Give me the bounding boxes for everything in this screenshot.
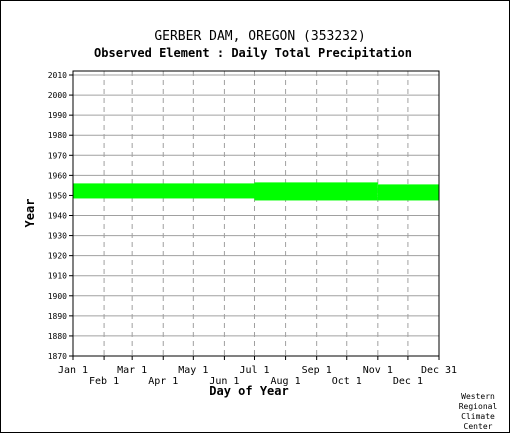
y-tick-label: 1960 <box>48 171 67 180</box>
credit-line: Center <box>464 422 493 431</box>
y-tick-label: 2000 <box>48 91 67 100</box>
y-tick-label: 1980 <box>48 131 67 140</box>
y-tick-label: 1920 <box>48 252 67 261</box>
plot-border <box>72 70 440 357</box>
y-tick-label: 1940 <box>48 212 67 221</box>
y-tick-label: 1910 <box>48 272 67 281</box>
chart-title: GERBER DAM, OREGON (353232) <box>154 29 365 44</box>
grid-lines <box>73 71 439 356</box>
coverage-bar <box>73 183 255 199</box>
credit-line: Climate <box>461 412 495 421</box>
x-tick-label: Jun 1 <box>209 376 239 387</box>
y-tick-label: 2010 <box>48 71 67 80</box>
y-tick-label: 1900 <box>48 292 67 301</box>
x-tick-label: Aug 1 <box>271 376 301 387</box>
x-axis-label: Day of Year <box>209 384 288 398</box>
x-tick-label: Jul 1 <box>239 365 269 376</box>
x-tick-label: Apr 1 <box>148 376 178 387</box>
x-tick-label: May 1 <box>178 365 208 376</box>
y-tick-label: 1880 <box>48 332 67 341</box>
x-axis-ticks: Jan 1 Mar 1 May 1 Jul 1 Sep 1 Nov 1 Dec 31 Feb … <box>58 356 457 387</box>
x-tick-label: Sep 1 <box>302 365 332 376</box>
x-tick-label: Oct 1 <box>332 376 362 387</box>
wrcc-credit: Western Regional Climate Center <box>459 392 498 431</box>
x-tick-label: Feb 1 <box>89 376 119 387</box>
x-tick-label: Dec 1 <box>393 376 423 387</box>
x-tick-label: Jan 1 <box>58 365 88 376</box>
credit-line: Regional <box>459 402 498 411</box>
coverage-bar <box>377 184 439 201</box>
x-tick-label: Mar 1 <box>117 365 147 376</box>
chart-subtitle: Observed Element : Daily Total Precipita… <box>94 46 412 60</box>
x-tick-label: Dec 31 <box>421 365 457 376</box>
y-tick-label: 1970 <box>48 151 67 160</box>
y-axis-ticks: 1870 1880 1890 1900 1910 1920 1930 1940 1950 1960… <box>48 71 73 361</box>
y-tick-label: 1870 <box>48 352 67 361</box>
y-tick-label: 1930 <box>48 232 67 241</box>
y-axis-label: Year <box>23 199 37 228</box>
coverage-bars <box>73 182 439 201</box>
y-tick-label: 1950 <box>48 191 67 200</box>
coverage-bar <box>254 182 378 201</box>
x-tick-label: Nov 1 <box>363 365 393 376</box>
y-tick-label: 1990 <box>48 111 67 120</box>
credit-line: Western <box>461 392 495 401</box>
y-tick-label: 1890 <box>48 312 67 321</box>
